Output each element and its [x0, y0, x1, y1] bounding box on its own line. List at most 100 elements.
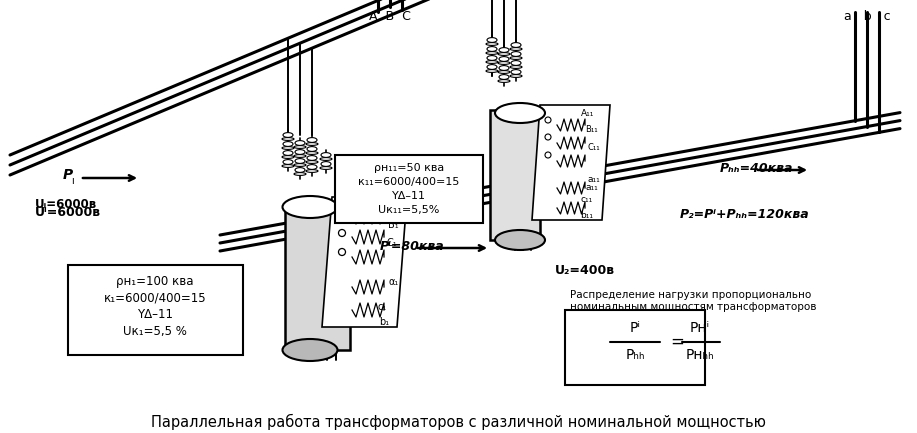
Text: a   b   c: a b c [844, 10, 890, 23]
Bar [565, 310, 705, 385]
Ellipse shape [306, 142, 318, 145]
Text: Параллельная работа трансформаторов с различной номинальной мощностью: Параллельная работа трансформаторов с ра… [150, 414, 766, 430]
Ellipse shape [511, 52, 521, 56]
Ellipse shape [487, 47, 497, 52]
Text: Uⁱ=6000в: Uⁱ=6000в [35, 206, 101, 219]
Ellipse shape [510, 57, 522, 59]
Text: YΔ–11: YΔ–11 [392, 191, 426, 201]
Text: b₁₁: b₁₁ [580, 210, 593, 220]
Circle shape [338, 229, 346, 236]
Bar [285, 205, 350, 350]
Circle shape [338, 249, 346, 255]
Text: c₁: c₁ [378, 302, 387, 312]
Ellipse shape [320, 158, 332, 160]
Ellipse shape [295, 141, 305, 145]
Ellipse shape [510, 48, 522, 50]
Text: Uк₁=5,5 %: Uк₁=5,5 % [123, 326, 187, 339]
Ellipse shape [282, 165, 294, 168]
Bar [68, 265, 243, 355]
Text: B₁₁: B₁₁ [585, 126, 598, 135]
Ellipse shape [307, 138, 317, 142]
Text: a₁₁: a₁₁ [588, 175, 601, 184]
Text: Pₕₕ: Pₕₕ [625, 348, 645, 362]
Polygon shape [322, 197, 407, 327]
Ellipse shape [294, 164, 306, 166]
Ellipse shape [294, 155, 306, 158]
Text: α₁: α₁ [389, 277, 399, 287]
Ellipse shape [320, 167, 332, 169]
Ellipse shape [498, 52, 510, 55]
Text: к₁₁=6000/400=15: к₁₁=6000/400=15 [359, 177, 459, 187]
Ellipse shape [486, 52, 498, 55]
Ellipse shape [283, 160, 293, 165]
Ellipse shape [486, 42, 498, 45]
Text: Pнⁱ: Pнⁱ [690, 321, 710, 335]
Ellipse shape [495, 103, 545, 123]
Text: P: P [63, 168, 73, 182]
Circle shape [545, 152, 551, 158]
Ellipse shape [486, 61, 498, 63]
Text: ı: ı [72, 176, 74, 186]
Ellipse shape [307, 155, 317, 160]
Text: C₁₁: C₁₁ [588, 142, 600, 152]
Ellipse shape [295, 168, 305, 172]
Ellipse shape [486, 70, 498, 72]
Ellipse shape [307, 147, 317, 152]
Bar [490, 110, 540, 240]
Ellipse shape [498, 61, 510, 65]
Ellipse shape [306, 170, 318, 172]
Ellipse shape [498, 80, 510, 82]
Text: Uᵢ=6000в: Uᵢ=6000в [35, 198, 97, 211]
Ellipse shape [282, 147, 294, 149]
Text: =: = [670, 333, 684, 351]
Ellipse shape [321, 162, 331, 166]
Ellipse shape [511, 61, 521, 65]
Ellipse shape [307, 165, 317, 169]
Text: Pнₕₕ: Pнₕₕ [686, 348, 714, 362]
Ellipse shape [499, 66, 509, 71]
Text: к₁=6000/400=15: к₁=6000/400=15 [104, 291, 206, 304]
Ellipse shape [487, 38, 497, 42]
Ellipse shape [294, 145, 306, 149]
Ellipse shape [283, 132, 293, 137]
Text: Pⁱ: Pⁱ [629, 321, 640, 335]
Ellipse shape [294, 173, 306, 175]
Text: B₁: B₁ [389, 220, 399, 230]
Ellipse shape [282, 196, 337, 218]
Circle shape [545, 117, 551, 123]
Ellipse shape [487, 55, 497, 60]
Circle shape [338, 211, 346, 219]
Ellipse shape [321, 152, 331, 158]
Ellipse shape [487, 65, 497, 69]
Ellipse shape [306, 161, 318, 163]
Ellipse shape [511, 42, 521, 47]
Ellipse shape [495, 230, 545, 250]
Text: Pⁱ=80ква: Pⁱ=80ква [380, 240, 445, 253]
Ellipse shape [295, 158, 305, 163]
Text: A₁₁: A₁₁ [580, 109, 594, 117]
Text: YΔ–11: YΔ–11 [137, 308, 173, 321]
Ellipse shape [282, 155, 294, 158]
Polygon shape [532, 105, 610, 220]
Text: ρн₁₁=50 ква: ρн₁₁=50 ква [374, 163, 444, 173]
Ellipse shape [498, 71, 510, 74]
Text: C₁: C₁ [386, 238, 397, 248]
Ellipse shape [295, 149, 305, 155]
Ellipse shape [499, 74, 509, 79]
Text: b₁: b₁ [379, 317, 389, 327]
Ellipse shape [283, 142, 293, 146]
Text: A  B  C: A B C [369, 10, 411, 23]
Text: Uк₁₁=5,5%: Uк₁₁=5,5% [379, 205, 439, 215]
Circle shape [545, 134, 551, 140]
Ellipse shape [510, 74, 522, 78]
Text: P₂=Pⁱ+Pₕₕ=120ква: P₂=Pⁱ+Pₕₕ=120ква [680, 209, 810, 222]
Ellipse shape [282, 339, 337, 361]
Text: номинальным мощностям трансформаторов: номинальным мощностям трансформаторов [570, 302, 816, 312]
Text: ρн₁=100 ква: ρн₁=100 ква [116, 275, 193, 288]
Text: Распределение нагрузки пропорционально: Распределение нагрузки пропорционально [570, 290, 812, 300]
Text: a₁₁: a₁₁ [586, 184, 599, 193]
Text: U₂=400в: U₂=400в [555, 264, 615, 277]
Ellipse shape [510, 66, 522, 68]
Ellipse shape [306, 152, 318, 155]
Ellipse shape [282, 138, 294, 140]
